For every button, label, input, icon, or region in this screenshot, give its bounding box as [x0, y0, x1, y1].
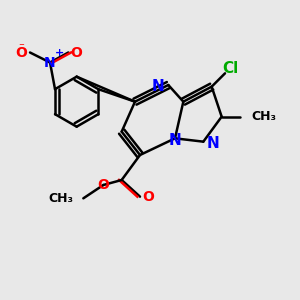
Text: N: N	[169, 133, 182, 148]
Text: +: +	[55, 48, 64, 58]
Text: CH₃: CH₃	[252, 110, 277, 123]
Text: O: O	[16, 46, 28, 59]
Text: O: O	[142, 190, 154, 204]
Text: Cl: Cl	[222, 61, 238, 76]
Text: ⁻: ⁻	[19, 43, 25, 52]
Text: N: N	[152, 79, 165, 94]
Text: O: O	[98, 178, 109, 192]
Text: N: N	[44, 56, 56, 70]
Text: N: N	[207, 136, 220, 151]
Text: O: O	[71, 46, 82, 59]
Text: CH₃: CH₃	[48, 192, 73, 205]
